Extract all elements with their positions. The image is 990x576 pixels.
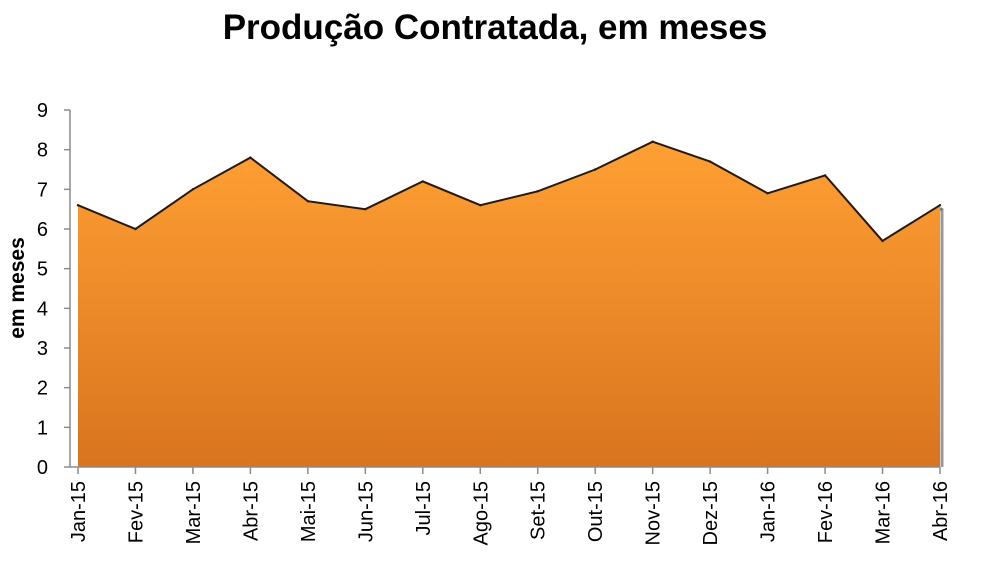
x-tick-label: Nov-15 (643, 481, 665, 545)
data-point-Fev-15 (134, 227, 137, 231)
x-tick-label: Mai-15 (298, 481, 320, 542)
x-tick-label: Jun-15 (355, 481, 377, 542)
x-tick-label: Jan-15 (68, 481, 90, 542)
data-point-Jan-16 (766, 192, 769, 195)
x-tick-label: Jan-16 (758, 481, 780, 542)
x-tick-label: Dez-15 (700, 481, 722, 545)
y-tick-label: 2 (37, 378, 48, 400)
data-point-Abr-16 (938, 204, 942, 207)
x-tick-label: Out-15 (585, 481, 607, 542)
data-point-Dez-15 (708, 160, 712, 163)
x-tick-label: Mar-16 (873, 481, 895, 544)
data-point-Mar-15 (191, 188, 195, 191)
y-tick-label: 4 (37, 298, 48, 320)
data-point-Set-15 (536, 190, 539, 193)
x-tick-label: Fev-16 (815, 481, 837, 543)
data-point-Jan-15 (76, 204, 80, 207)
data-point-Jun-15 (364, 208, 367, 211)
x-tick-label: Mar-15 (183, 481, 205, 544)
chart-title: Produção Contratada, em meses (222, 8, 768, 47)
data-point-Ago-15 (479, 204, 482, 207)
data-point-Fev-16 (823, 174, 827, 177)
data-point-Mai-15 (306, 200, 310, 203)
y-tick-label: 5 (37, 259, 48, 281)
data-point-Out-15 (594, 168, 597, 171)
y-tick-label: 1 (37, 417, 48, 439)
x-tick-label: Set-15 (528, 481, 550, 540)
data-point-Mar-16 (881, 239, 884, 243)
y-tick-label: 8 (37, 140, 48, 162)
x-tick-label: Ago-15 (470, 481, 492, 546)
y-tick-label: 3 (37, 338, 48, 360)
y-tick-label: 6 (37, 219, 48, 241)
y-tick-label: 0 (37, 457, 48, 479)
y-tick-label: 7 (37, 179, 48, 201)
data-point-Nov-15 (651, 140, 654, 143)
area-fill (78, 141, 940, 467)
x-tick-label: Jul-15 (413, 481, 435, 535)
data-point-Jul-15 (421, 180, 424, 183)
data-point-Abr-15 (249, 156, 252, 159)
x-tick-label: Abr-16 (930, 481, 952, 541)
y-tick-label: 9 (37, 100, 48, 122)
area-series-line (77, 140, 941, 243)
x-tick-label: Fev-15 (125, 481, 147, 543)
x-tick-label: Abr-15 (240, 481, 262, 541)
